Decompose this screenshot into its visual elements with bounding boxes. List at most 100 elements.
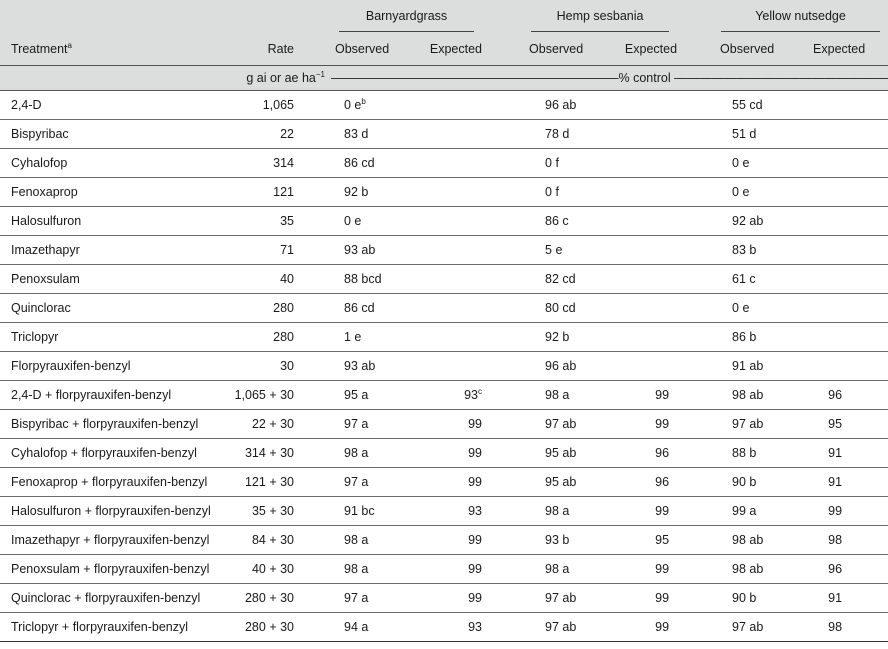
barnyardgrass-observed-cell: 94 a [331,612,428,642]
nutsedge-expected-cell [813,119,888,149]
hemp-observed-cell: 95 ab [523,438,621,468]
spacer [294,90,331,120]
table-row: Quinclorac + florpyrauxifen-benzyl 280 + … [0,583,888,613]
spacer [677,525,714,555]
table-row: Florpyrauxifen-benzyl 30 93 ab 96 ab 91 ab [0,351,888,381]
table-row: Triclopyr + florpyrauxifen-benzyl 280 + 3… [0,612,888,642]
rate-cell: 84 + 30 [222,525,294,555]
barnyardgrass-observed-cell: 0 eb [331,90,428,120]
spacer [482,90,524,120]
nutsedge-expected-cell: 96 [813,380,888,410]
rate-cell: 314 [222,148,294,178]
spacer [677,293,714,323]
barnyardgrass-expected-cell [428,177,483,207]
nutsedge-observed-cell: 86 b [713,322,814,352]
spacer [677,177,714,207]
treatment-cell: Imazethapyr [0,235,222,265]
hemp-expected-cell [620,206,678,236]
hemp-expected-cell: 95 [620,525,678,555]
rate-cell: 40 + 30 [222,554,294,584]
barnyardgrass-expected-header: Expected [428,32,483,66]
nutsedge-expected-cell: 96 [813,554,888,584]
spacer [482,119,524,149]
hemp-observed-cell: 95 ab [523,467,621,497]
nutsedge-expected-cell [813,293,888,323]
barnyardgrass-observed-cell: 1 e [331,322,428,352]
spacer [294,438,331,468]
spacer [482,264,524,294]
nutsedge-expected-cell: 95 [813,409,888,439]
barnyardgrass-expected-cell [428,235,483,265]
hemp-expected-cell [620,235,678,265]
spacer [294,235,331,265]
treatment-cell: Bispyribac [0,119,222,149]
hemp-expected-cell: 96 [620,438,678,468]
table-row: Fenoxaprop + florpyrauxifen-benzyl 121 + … [0,467,888,497]
table-row: Cyhalofop 314 86 cd 0 f 0 e [0,148,888,178]
hemp-expected-header: Expected [620,32,678,66]
nutsedge-expected-cell [813,148,888,178]
table-row: Bispyribac + florpyrauxifen-benzyl 22 + 3… [0,409,888,439]
hemp-observed-cell: 80 cd [523,293,621,323]
treatment-cell: Bispyribac + florpyrauxifen-benzyl [0,409,222,439]
treatment-cell: Fenoxaprop + florpyrauxifen-benzyl [0,467,222,497]
hemp-expected-cell [620,264,678,294]
spacer [677,554,714,584]
spacer [294,525,331,555]
hemp-expected-cell: 99 [620,409,678,439]
table-row: Imazethapyr + florpyrauxifen-benzyl 84 + … [0,525,888,555]
nutsedge-expected-header: Expected [813,32,888,66]
nutsedge-expected-cell: 98 [813,525,888,555]
treatment-cell: 2,4-D + florpyrauxifen-benzyl [0,380,222,410]
treatment-header: Treatmenta [0,32,222,66]
hemp-expected-cell [620,177,678,207]
table-row: Bispyribac 22 83 d 78 d 51 d [0,119,888,149]
nutsedge-expected-cell: 91 [813,583,888,613]
table-row: Imazethapyr 71 93 ab 5 e 83 b [0,235,888,265]
barnyardgrass-expected-cell: 93 [428,496,483,526]
spacer [482,409,524,439]
barnyardgrass-expected-cell: 99 [428,525,483,555]
hemp-observed-cell: 0 f [523,177,621,207]
treatment-cell: Halosulfuron [0,206,222,236]
treatment-cell: Cyhalofop [0,148,222,178]
treatment-cell: Imazethapyr + florpyrauxifen-benzyl [0,525,222,555]
hemp-observed-cell: 86 c [523,206,621,236]
table-row: Cyhalofop + florpyrauxifen-benzyl 314 + 3… [0,438,888,468]
spacer [294,148,331,178]
hemp-expected-cell: 99 [620,554,678,584]
spacer [482,351,524,381]
barnyardgrass-observed-cell: 83 d [331,119,428,149]
barnyardgrass-expected-cell [428,264,483,294]
spacer [482,583,524,613]
barnyardgrass-observed-cell: 97 a [331,467,428,497]
hemp-sesbania-heading: Hemp sesbania [523,0,678,32]
hemp-expected-cell: 99 [620,496,678,526]
treatment-cell: Quinclorac + florpyrauxifen-benzyl [0,583,222,613]
nutsedge-observed-cell: 98 ab [713,554,814,584]
hemp-expected-cell [620,351,678,381]
nutsedge-expected-cell [813,177,888,207]
units-row: g ai or ae ha−1 ———————————————————————%… [0,65,888,91]
barnyardgrass-observed-header: Observed [331,32,428,66]
barnyardgrass-observed-cell: 0 e [331,206,428,236]
spacer [294,119,331,149]
spacer [294,351,331,381]
table-row: Penoxsulam 40 88 bcd 82 cd 61 c [0,264,888,294]
spacer [482,612,524,642]
hemp-expected-cell [620,322,678,352]
rate-cell: 280 + 30 [222,583,294,613]
treatment-cell: Cyhalofop + florpyrauxifen-benzyl [0,438,222,468]
spacer [677,380,714,410]
barnyardgrass-observed-cell: 97 a [331,409,428,439]
barnyardgrass-observed-cell: 88 bcd [331,264,428,294]
nutsedge-expected-cell [813,90,888,120]
table-row: Halosulfuron 35 0 e 86 c 92 ab [0,206,888,236]
spacer [482,177,524,207]
spacer [677,409,714,439]
nutsedge-expected-cell [813,322,888,352]
hemp-observed-cell: 82 cd [523,264,621,294]
barnyardgrass-observed-cell: 86 cd [331,148,428,178]
table-row: Triclopyr 280 1 e 92 b 86 b [0,322,888,352]
nutsedge-observed-cell: 51 d [713,119,814,149]
